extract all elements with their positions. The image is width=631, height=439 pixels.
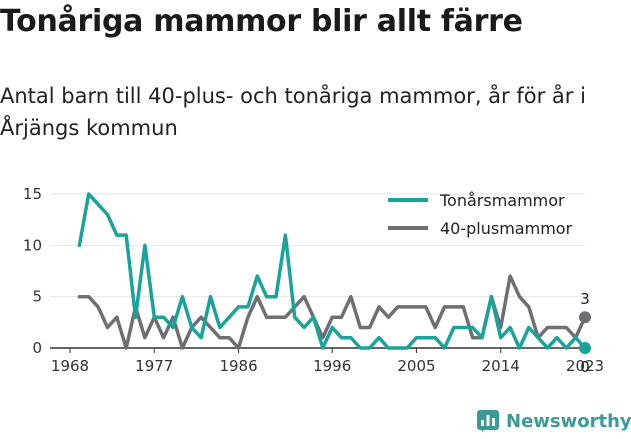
x-tick-label: 1996 bbox=[313, 357, 351, 375]
x-tick-label: 1968 bbox=[51, 357, 89, 375]
x-tick-label: 2014 bbox=[482, 357, 520, 375]
x-tick-label: 1977 bbox=[135, 357, 173, 375]
series-line bbox=[77, 192, 587, 350]
y-tick-label: 5 bbox=[32, 288, 42, 306]
y-tick-label: 15 bbox=[23, 185, 42, 203]
x-tick-label: 2005 bbox=[397, 357, 435, 375]
chart-title: Tonåriga mammor blir allt färre bbox=[0, 4, 523, 39]
axes: 0 5 10 15 1968 1977 1986 1996 2005 2014 2023 bbox=[23, 185, 604, 375]
end-value-label: 0 bbox=[580, 358, 590, 376]
x-tick-label: 2023 bbox=[566, 357, 604, 375]
data-labels: 30 bbox=[580, 290, 590, 376]
series-lines bbox=[77, 192, 591, 354]
chart-subtitle: Antal barn till 40-plus- och tonåriga ma… bbox=[0, 84, 586, 140]
legend-label: Tonårsmammor bbox=[439, 191, 565, 210]
brand-logo: Newsworthy bbox=[476, 409, 631, 433]
y-tick-label: 0 bbox=[32, 339, 42, 357]
series-end-point bbox=[579, 342, 591, 354]
brand-name: Newsworthy bbox=[506, 410, 631, 432]
legend-label: 40-plusmammor bbox=[440, 219, 573, 238]
newsworthy-logo-icon bbox=[477, 410, 499, 432]
series-line bbox=[77, 274, 587, 350]
y-tick-label: 10 bbox=[23, 236, 42, 254]
end-value-label: 3 bbox=[580, 290, 590, 308]
legend: Tonårsmammor 40-plusmammor bbox=[388, 191, 573, 238]
series-end-point bbox=[579, 311, 591, 324]
x-tick-label: 1986 bbox=[219, 357, 257, 375]
